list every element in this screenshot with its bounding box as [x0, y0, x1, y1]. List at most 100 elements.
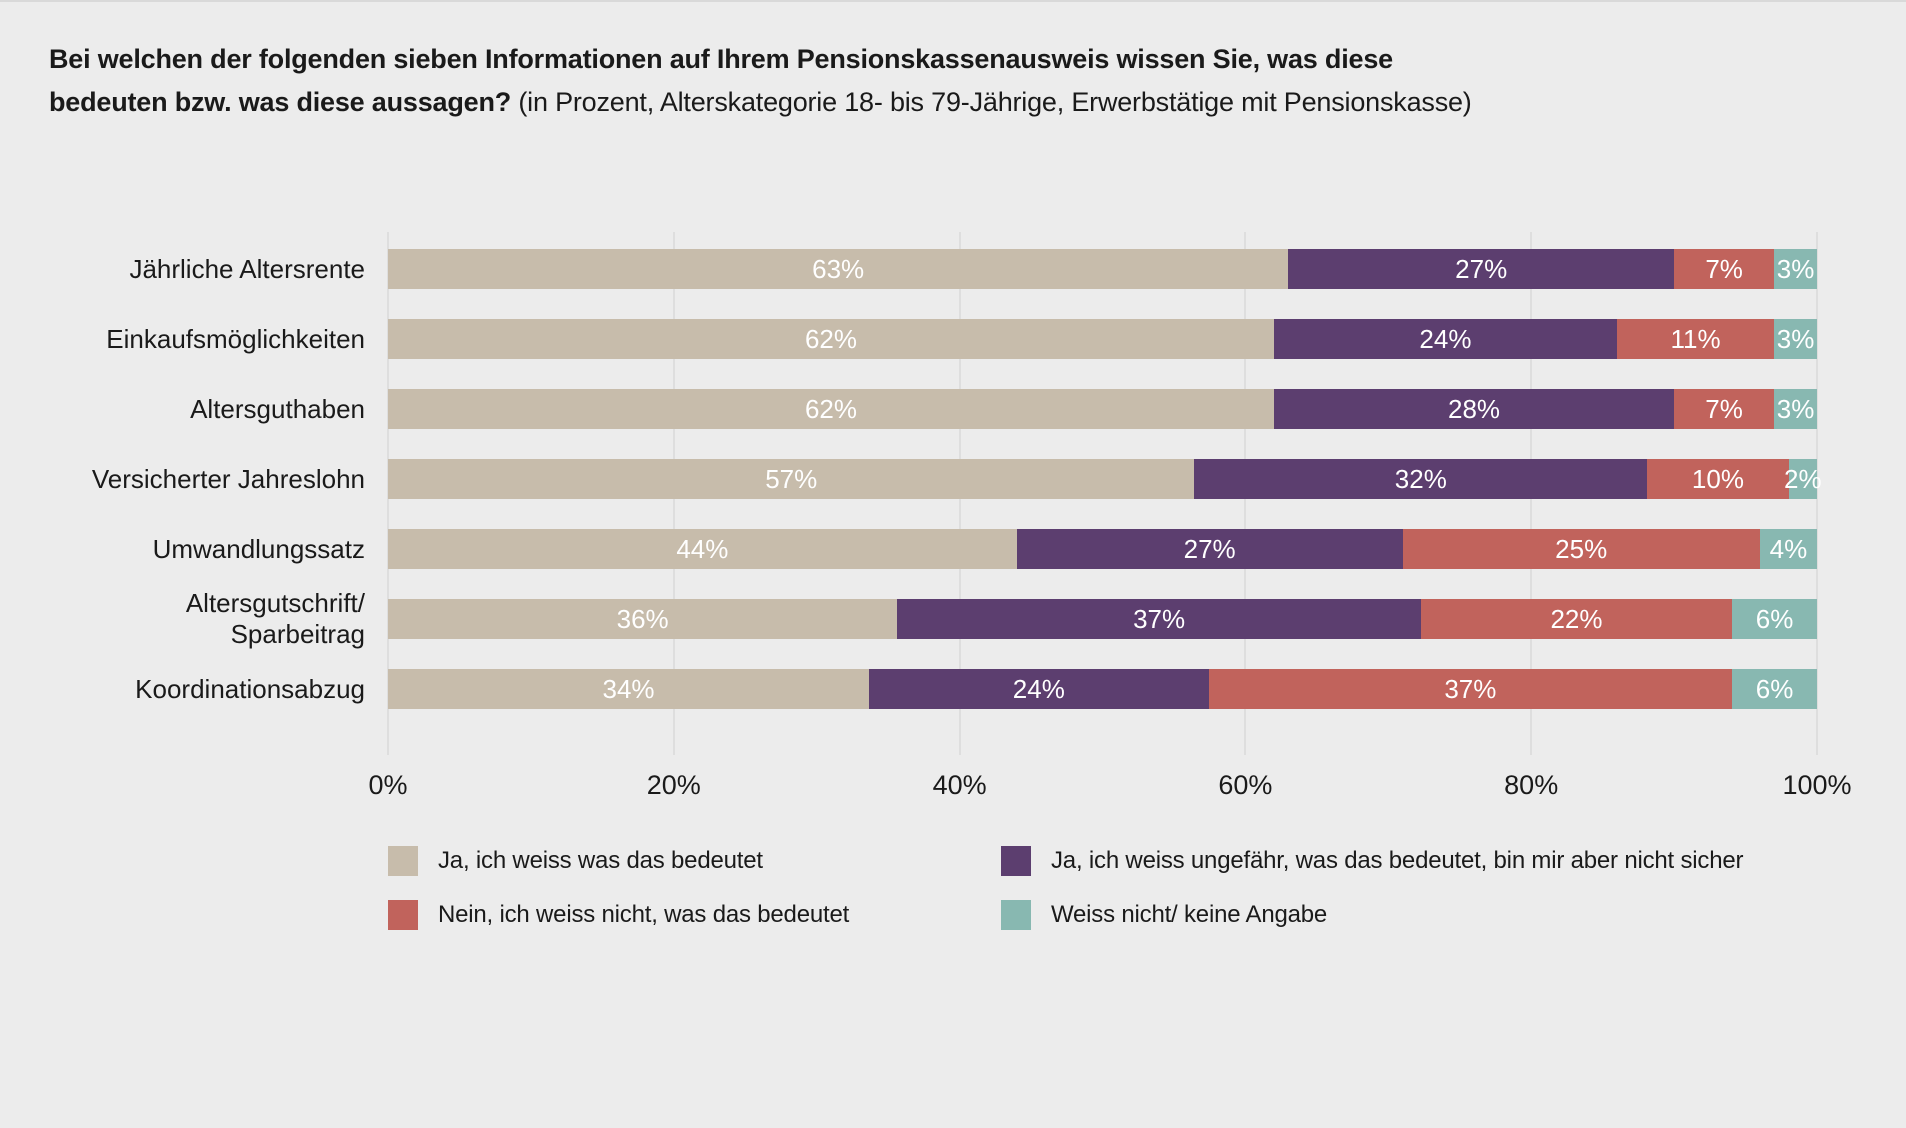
bar-segment: 25%: [1402, 529, 1760, 569]
bar-row: Einkaufsmöglichkeiten 62% 24% 11% 3%: [0, 319, 1817, 359]
stacked-bar: 44% 27% 25% 4%: [388, 529, 1817, 569]
bar-value-label: 3%: [1776, 323, 1815, 354]
stacked-bar: 62% 28% 7% 3%: [388, 389, 1817, 429]
category-label: Umwandlungssatz: [152, 533, 365, 564]
legend-swatch: [388, 846, 418, 876]
axis-tick-label: 60%: [1218, 770, 1273, 800]
bar-value-label: 2%: [1784, 463, 1822, 494]
stacked-bar: 34% 24% 37% 6%: [388, 669, 1817, 709]
bar-segment: 7%: [1674, 249, 1775, 289]
bar-segment: 36%: [388, 599, 898, 639]
bar-value-label: 25%: [1555, 533, 1608, 564]
category-label: Altersguthaben: [190, 393, 365, 424]
bar-value-label: 57%: [765, 463, 818, 494]
bar-value-label: 24%: [1012, 673, 1065, 704]
chart-title: Bei welchen der folgenden sieben Informa…: [49, 38, 1749, 124]
legend-swatch: [388, 900, 418, 930]
bar-segment: 37%: [1208, 669, 1733, 709]
bar-segment: 3%: [1774, 389, 1817, 429]
bar-value-label: 22%: [1550, 603, 1603, 634]
legend: Ja, ich weiss was das bedeutet Ja, ich we…: [388, 846, 1744, 930]
stacked-bar: 63% 27% 7% 3%: [388, 249, 1817, 289]
bar-segment: 4%: [1759, 529, 1817, 569]
bar-segment: 63%: [388, 249, 1289, 289]
legend-item: Nein, ich weiss nicht, was das bedeutet: [388, 900, 1001, 930]
bar-value-label: 7%: [1705, 393, 1743, 424]
legend-swatch: [1001, 846, 1031, 876]
bar-value-label: 6%: [1755, 673, 1794, 704]
top-hairline: [0, 0, 1906, 2]
bar-value-label: 32%: [1394, 463, 1447, 494]
category-label: Versicherter Jahreslohn: [91, 463, 365, 494]
gridline: [1816, 232, 1818, 755]
bar-value-label: 4%: [1769, 533, 1808, 564]
bar-value-label: 6%: [1755, 603, 1794, 634]
bar-value-label: 36%: [616, 603, 669, 634]
legend-label: Ja, ich weiss ungefähr, was das bedeutet…: [1051, 847, 1744, 874]
axis-tick-label: 80%: [1504, 770, 1559, 800]
bar-segment: 62%: [388, 389, 1274, 429]
bar-segment: 3%: [1774, 319, 1817, 359]
bar-value-label: 11%: [1670, 323, 1721, 354]
bar-segment: 37%: [897, 599, 1421, 639]
bar-segment: 7%: [1674, 389, 1775, 429]
bar-segment: 2%: [1784, 459, 1822, 499]
legend-label: Ja, ich weiss was das bedeutet: [438, 847, 763, 874]
bar-row: Umwandlungssatz 44% 27% 25% 4%: [0, 529, 1817, 569]
bar-segment: 27%: [1288, 249, 1675, 289]
bar-segment: 34%: [388, 669, 870, 709]
axis-tick-label: 100%: [1782, 770, 1852, 800]
axis-tick-label: 40%: [932, 770, 987, 800]
legend-label: Weiss nicht/ keine Angabe: [1051, 901, 1328, 928]
bar-rows: Jährliche Altersrente 63% 27% 7% 3% Einkaufsm…: [0, 249, 1822, 739]
legend-item: Weiss nicht/ keine Angabe: [1001, 900, 1743, 930]
stacked-bar: 57% 32% 10% 2%: [388, 459, 1822, 499]
bar-segment: 28%: [1273, 389, 1675, 429]
bar-value-label: 3%: [1776, 253, 1815, 284]
bar-value-label: 28%: [1448, 393, 1501, 424]
bar-row: Koordinationsabzug 34% 24% 37% 6%: [0, 669, 1817, 709]
bar-value-label: 3%: [1776, 393, 1815, 424]
bar-segment: 27%: [1016, 529, 1403, 569]
bar-value-label: 34%: [602, 673, 655, 704]
bar-segment: 6%: [1732, 669, 1817, 709]
bar-segment: 32%: [1194, 459, 1648, 499]
bar-value-label: 37%: [1444, 673, 1497, 704]
bar-segment: 57%: [388, 459, 1195, 499]
legend-label: Nein, ich weiss nicht, was das bedeutet: [438, 901, 850, 928]
bar-value-label: 27%: [1183, 533, 1236, 564]
bar-value-label: 62%: [804, 393, 857, 424]
bar-segment: 24%: [869, 669, 1209, 709]
bar-value-label: 27%: [1455, 253, 1508, 284]
bar-value-label: 44%: [676, 533, 729, 564]
x-axis: 0% 20% 40% 60% 80% 100%: [368, 770, 1851, 810]
stacked-bar: 62% 24% 11% 3%: [388, 319, 1817, 359]
bar-segment: 3%: [1774, 249, 1817, 289]
legend-swatch: [1001, 900, 1031, 930]
title-question-line1: Bei welchen der folgenden sieben Informa…: [49, 44, 1393, 74]
bar-segment: 6%: [1732, 599, 1817, 639]
legend-item: Ja, ich weiss was das bedeutet: [388, 846, 1001, 876]
bar-value-label: 24%: [1419, 323, 1472, 354]
legend-item: Ja, ich weiss ungefähr, was das bedeutet…: [1001, 846, 1744, 876]
title-question-line2: bedeuten bzw. was diese aussagen?: [49, 87, 512, 117]
bar-value-label: 37%: [1133, 603, 1186, 634]
bar-value-label: 7%: [1705, 253, 1743, 284]
axis-tick-label: 0%: [368, 770, 408, 800]
category-label: Jährliche Altersrente: [129, 253, 365, 284]
bar-segment: 62%: [388, 319, 1274, 359]
category-label: Altersgutschrift/ Sparbeitrag: [185, 588, 365, 649]
axis-tick-label: 20%: [646, 770, 701, 800]
category-label: Einkaufsmöglichkeiten: [106, 323, 365, 354]
bar-value-label: 10%: [1691, 463, 1744, 494]
bar-row: Altersguthaben 62% 28% 7% 3%: [0, 389, 1817, 429]
title-subtitle: (in Prozent, Alterskategorie 18- bis 79-…: [518, 87, 1472, 117]
bar-row: Altersgutschrift/ Sparbeitrag 36% 37% 22% 6%: [0, 588, 1817, 649]
bar-segment: 44%: [388, 529, 1017, 569]
bar-segment: 10%: [1647, 459, 1789, 499]
category-label: Koordinationsabzug: [135, 673, 365, 704]
bar-row: Versicherter Jahreslohn 57% 32% 10% 2%: [0, 459, 1822, 499]
bar-segment: 11%: [1616, 319, 1775, 359]
bar-value-label: 62%: [804, 323, 857, 354]
bar-segment: 22%: [1420, 599, 1733, 639]
